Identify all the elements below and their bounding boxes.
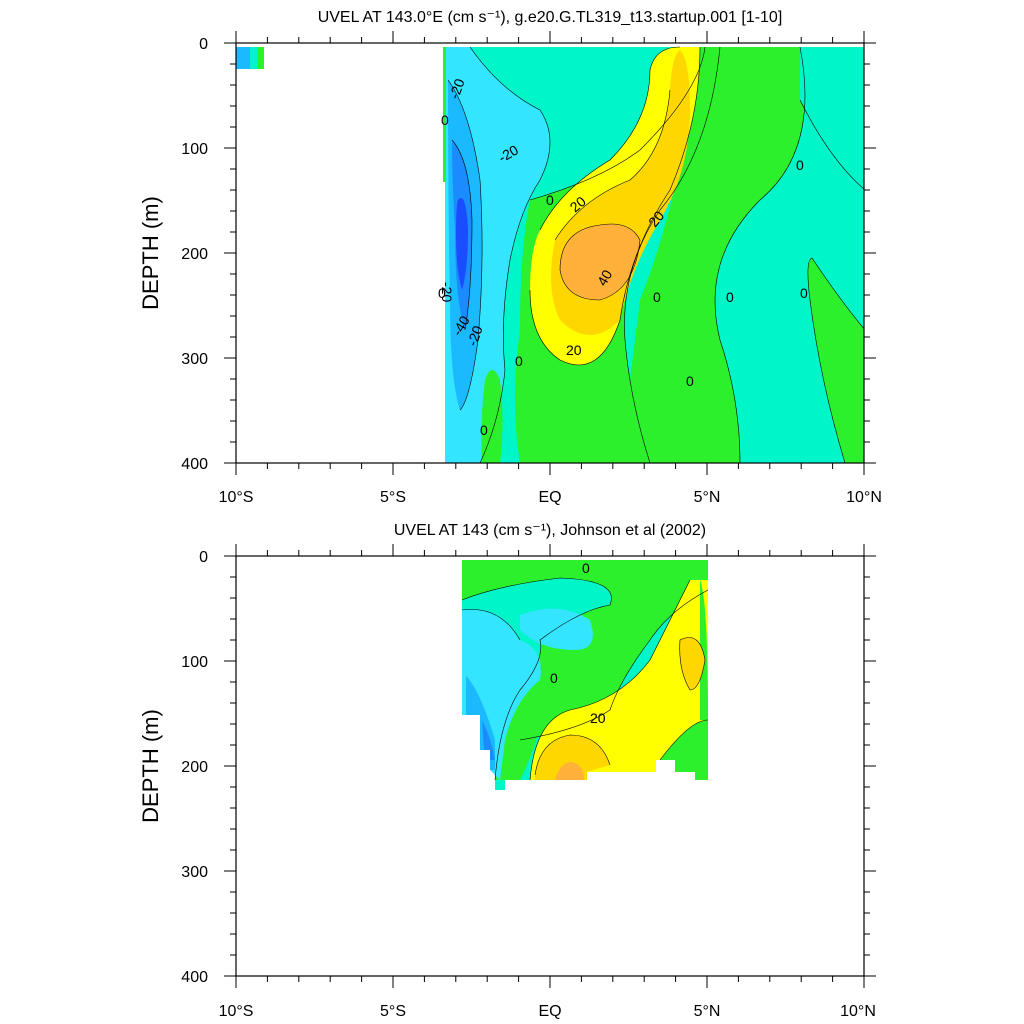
panel-model-ticks xyxy=(224,31,876,475)
panel-observed-contour-labels: 0 0 20 xyxy=(550,560,606,726)
contour-label: 0 xyxy=(546,192,554,208)
contour-label: 0 xyxy=(438,285,446,301)
y-axis-label: DEPTH (m) xyxy=(138,709,163,823)
contour-label: 20 xyxy=(590,710,606,726)
contour-band-above-40 xyxy=(560,224,640,300)
y-tick-label: 0 xyxy=(199,549,208,566)
contour-label: 0 xyxy=(515,353,523,369)
y-tick-label: 100 xyxy=(181,654,208,671)
contour-label: -20 xyxy=(464,323,486,348)
panel-observed: UVEL AT 143 (cm s⁻¹), Johnson et al (200… xyxy=(138,522,876,1020)
contour-label: 0 xyxy=(550,670,558,686)
contour-band-20-to-30 xyxy=(530,580,708,780)
contour-label: 20 xyxy=(566,342,582,358)
y-axis-label: DEPTH (m) xyxy=(138,196,163,310)
x-tick-label: 10°S xyxy=(219,489,254,506)
contour-label: 0 xyxy=(480,422,488,438)
x-tick-label: EQ xyxy=(538,489,561,506)
y-tick-label: 300 xyxy=(181,864,208,881)
contour-band-east-deep xyxy=(807,258,864,463)
contour-label: 0 xyxy=(441,112,449,128)
contour-label: 0 xyxy=(796,157,804,173)
contour-label: 0 xyxy=(686,373,694,389)
contour-band-below-minus-50 xyxy=(456,198,468,290)
y-tick-label: 400 xyxy=(181,969,208,986)
x-tick-label: 5°N xyxy=(694,489,721,506)
contour-label: -20 xyxy=(439,282,455,302)
contour-band-above-40 xyxy=(555,762,584,780)
x-tick-label: 10°N xyxy=(846,489,882,506)
x-tick-label: EQ xyxy=(538,1003,561,1020)
x-tick-label: 5°S xyxy=(380,489,406,506)
contour-label: -20 xyxy=(446,76,468,101)
panel-model-contours xyxy=(236,46,864,463)
panel-observed-ticks xyxy=(224,544,876,988)
contour-band-minus-50-to-minus-30 xyxy=(482,720,495,760)
y-tick-label: 200 xyxy=(181,246,208,263)
contour-band-10-to-20 xyxy=(620,47,805,463)
y-tick-label: 400 xyxy=(181,456,208,473)
x-tick-label: 5°S xyxy=(380,1003,406,1020)
contour-label: 0 xyxy=(653,289,661,305)
x-tick-label: 10°S xyxy=(219,1003,254,1020)
contour-label: 0 xyxy=(582,560,590,576)
contour-label: 0 xyxy=(800,285,808,301)
contour-label: 0 xyxy=(726,289,734,305)
panel-observed-contours xyxy=(461,560,709,790)
contour-label: 40 xyxy=(594,267,616,289)
y-tick-label: 200 xyxy=(181,759,208,776)
y-tick-label: 0 xyxy=(199,36,208,53)
panel-model-title: UVEL AT 143.0°E (cm s⁻¹), g.e20.G.TL319_… xyxy=(318,9,783,26)
x-tick-label: 5°N xyxy=(694,1003,721,1020)
panel-observed-title: UVEL AT 143 (cm s⁻¹), Johnson et al (200… xyxy=(394,522,706,539)
y-tick-label: 300 xyxy=(181,351,208,368)
panel-model: UVEL AT 143.0°E (cm s⁻¹), g.e20.G.TL319_… xyxy=(138,9,882,506)
x-tick-label: 10°N xyxy=(840,1003,876,1020)
contour-band-30-to-40 xyxy=(535,735,610,780)
y-tick-label: 100 xyxy=(181,141,208,158)
